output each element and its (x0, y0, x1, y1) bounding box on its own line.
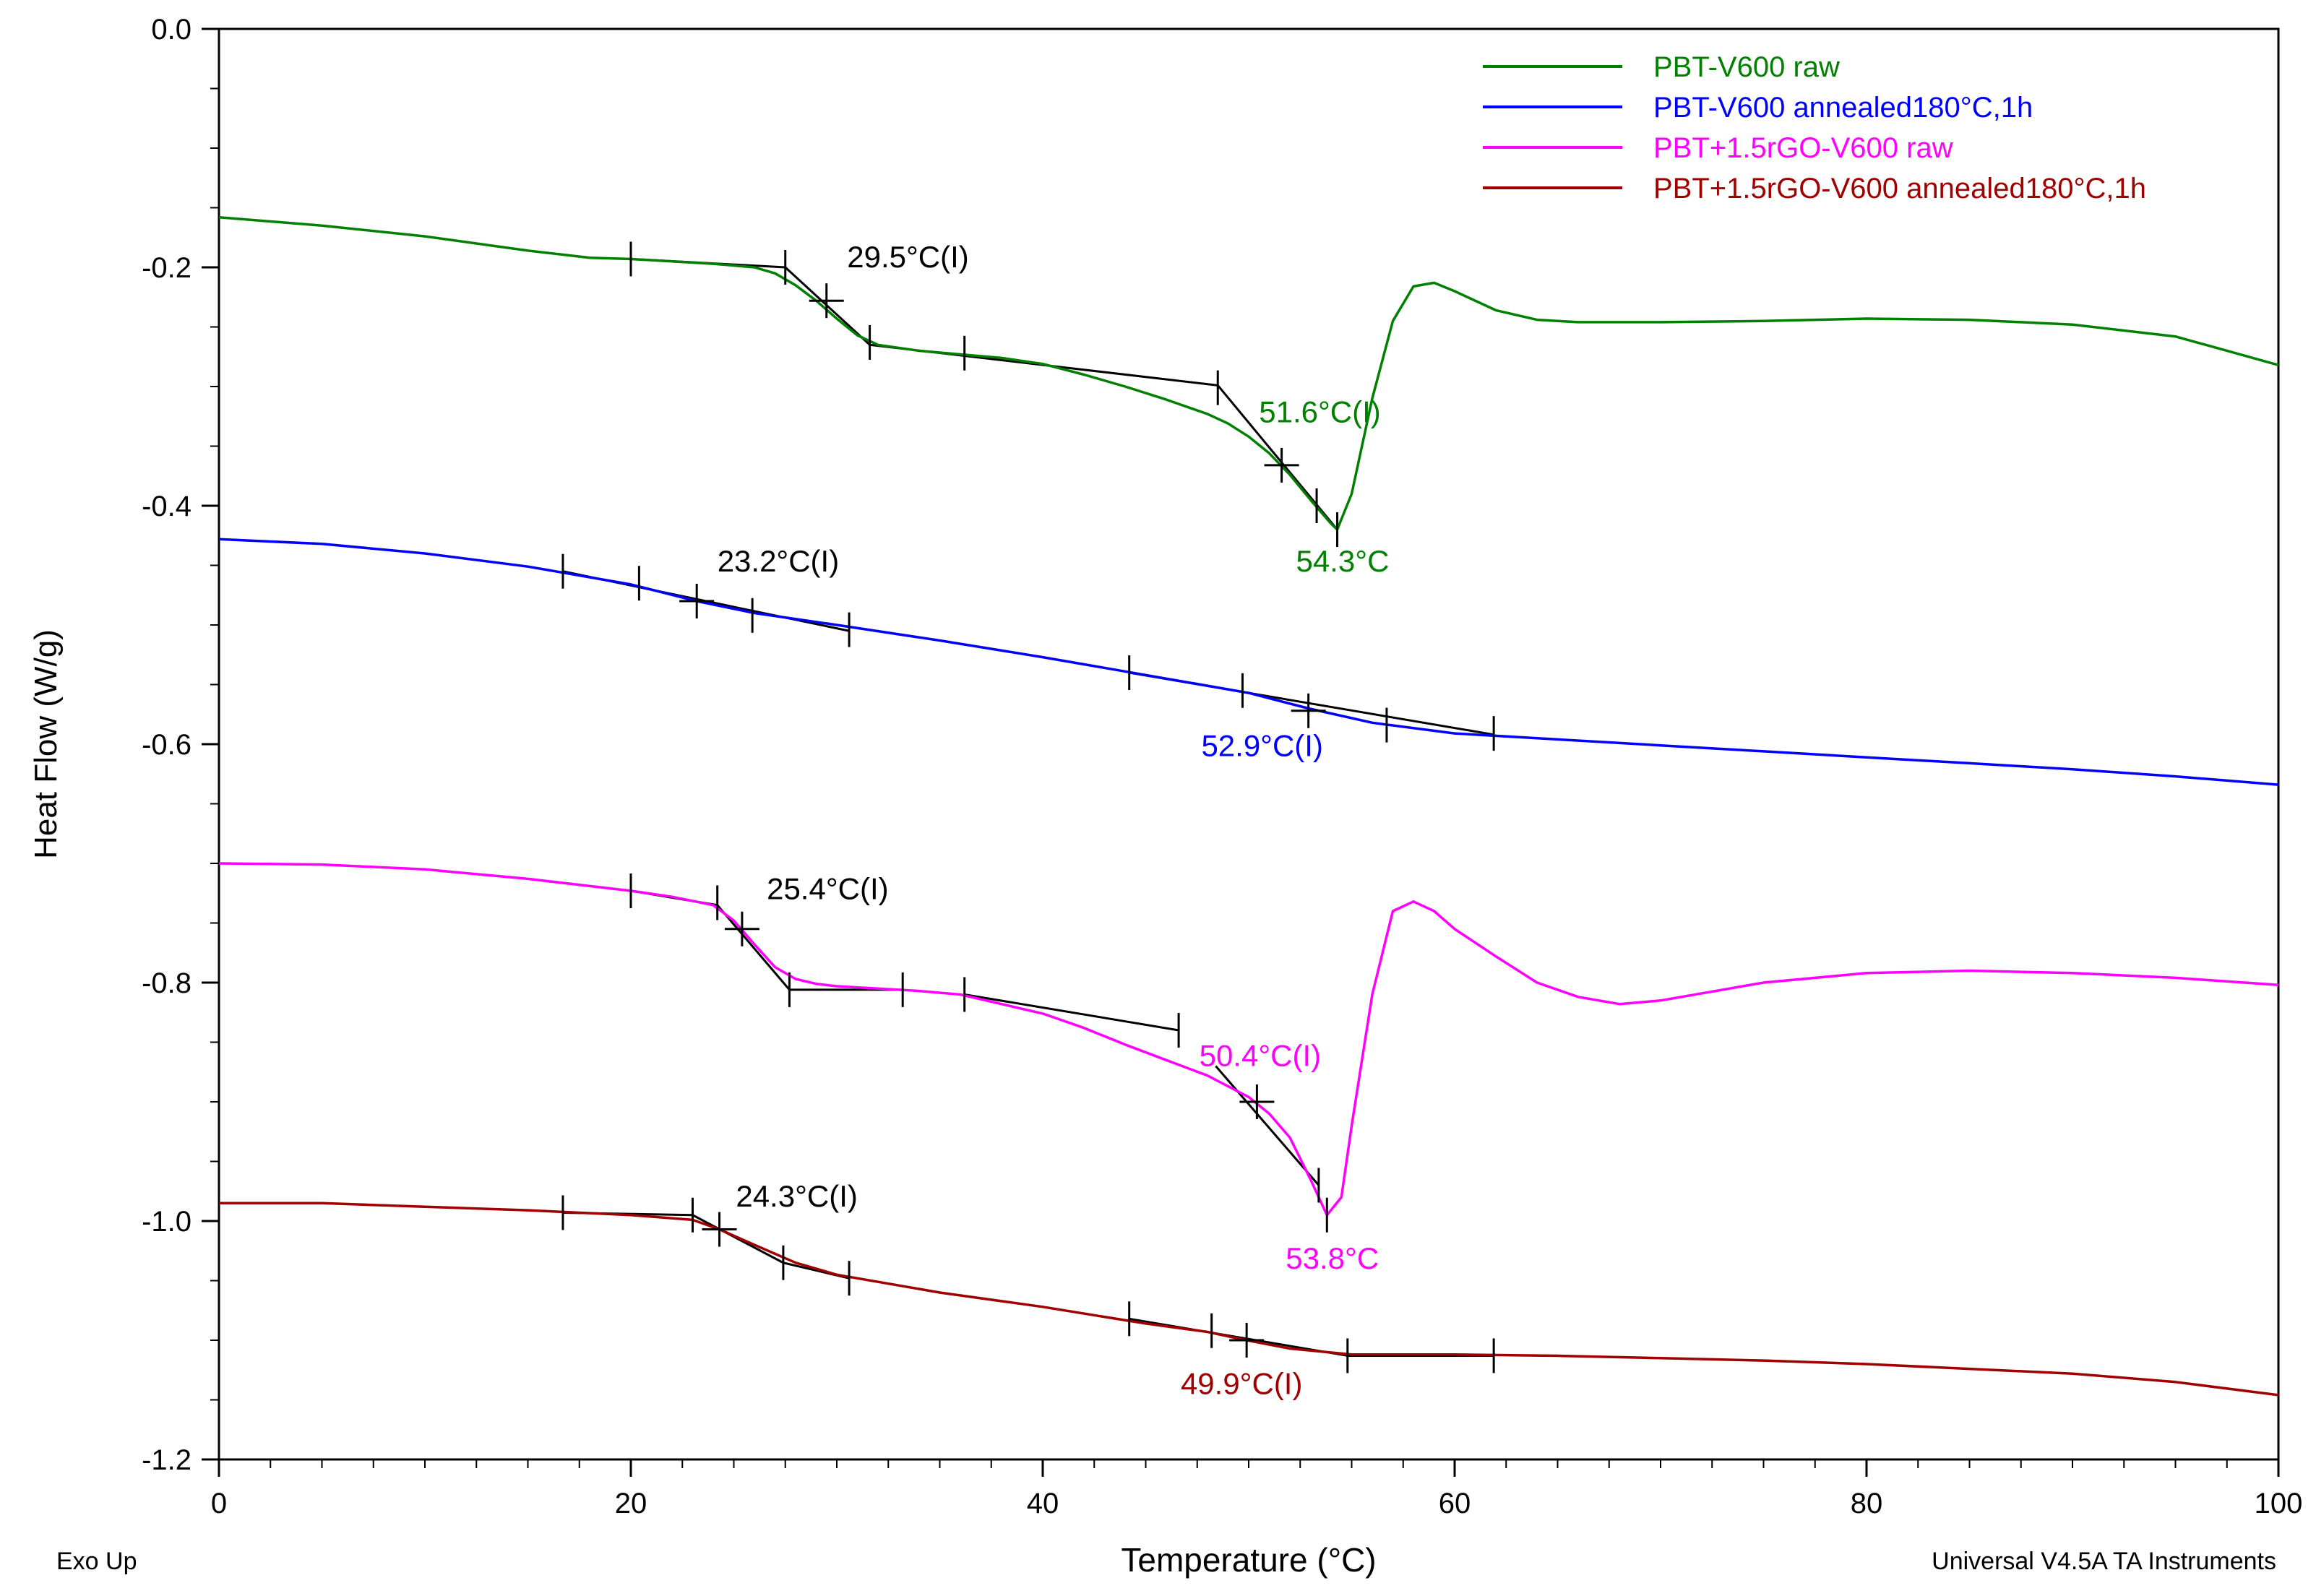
legend-entry: PBT-V600 annealed180°C,1h (1653, 92, 2033, 124)
y-tick-label: -1.0 (142, 1206, 191, 1238)
x-tick-label: 40 (1027, 1488, 1059, 1519)
annotation-label: 51.6°C(I) (1259, 395, 1381, 429)
legend: PBT-V600 raw PBT-V600 annealed180°C,1h PBT… (1483, 51, 2146, 204)
x-tick-label: 80 (1851, 1488, 1883, 1519)
y-tick-label: -0.8 (142, 967, 191, 999)
inflection-cross-marker (679, 584, 715, 618)
footer-exo-up: Exo Up (56, 1548, 137, 1575)
x-tick-label: 60 (1439, 1488, 1471, 1519)
analysis-markers (561, 241, 1495, 1373)
series-line-1 (218, 215, 2279, 531)
annotation-label: 54.3°C (1296, 544, 1390, 578)
y-tick-label: 0.0 (151, 14, 191, 46)
inflection-cross-marker (809, 283, 844, 319)
annotation-label: 23.2°C(I) (718, 544, 840, 578)
y-tick-label: -0.2 (142, 252, 191, 284)
y-tick-label: -1.2 (142, 1444, 191, 1476)
tangent-line (716, 904, 791, 991)
tangent-line (964, 993, 1179, 1032)
x-tick-label: 20 (615, 1488, 647, 1519)
inflection-cross-marker (1264, 447, 1299, 483)
annotation-label: 53.8°C (1286, 1241, 1379, 1275)
annotation-label: 24.3°C(I) (736, 1179, 858, 1213)
x-tick-label: 100 (2255, 1488, 2303, 1519)
annotation-label: 29.5°C(I) (847, 240, 969, 274)
inflection-cross-marker (702, 1212, 737, 1247)
annotation-label: 25.4°C(I) (767, 872, 889, 906)
footer-instrument: Universal V4.5A TA Instruments (1932, 1548, 2276, 1575)
x-axis-label: Temperature (°C) (1121, 1541, 1376, 1579)
y-axis-label: Heat Flow (W/g) (28, 629, 64, 859)
annotation-label: 52.9°C(I) (1201, 729, 1323, 763)
inflection-cross-marker (1239, 1084, 1275, 1119)
y-tick-label: -0.6 (142, 729, 191, 761)
inflection-cross-marker (724, 911, 759, 946)
series-line-4 (219, 1202, 2279, 1397)
series-line-2 (218, 538, 2279, 786)
tangent-line (1215, 1065, 1320, 1186)
inflection-cross-marker (1229, 1323, 1265, 1358)
axes: 0 20 40 60 80 100 0.0 -0.2 -0.4 -0.6 -0.8 -1.0 -1.2 (142, 14, 2302, 1519)
series-lines (218, 215, 2279, 1397)
annotation-label: 50.4°C(I) (1200, 1039, 1322, 1073)
annotation-label: 49.9°C(I) (1181, 1366, 1303, 1400)
legend-entry: PBT-V600 raw (1653, 51, 1840, 83)
annotations: 29.5°C(I) 51.6°C(I) 54.3°C 23.2°C(I) 52.9°C(… (718, 240, 1390, 1400)
y-tick-label: -0.4 (142, 491, 191, 522)
legend-entry: PBT+1.5rGO-V600 raw (1653, 132, 1953, 164)
x-tick-label: 0 (211, 1488, 227, 1519)
inflection-cross-marker (1291, 693, 1326, 728)
legend-entry: PBT+1.5rGO-V600 annealed180°C,1h (1653, 173, 2146, 204)
